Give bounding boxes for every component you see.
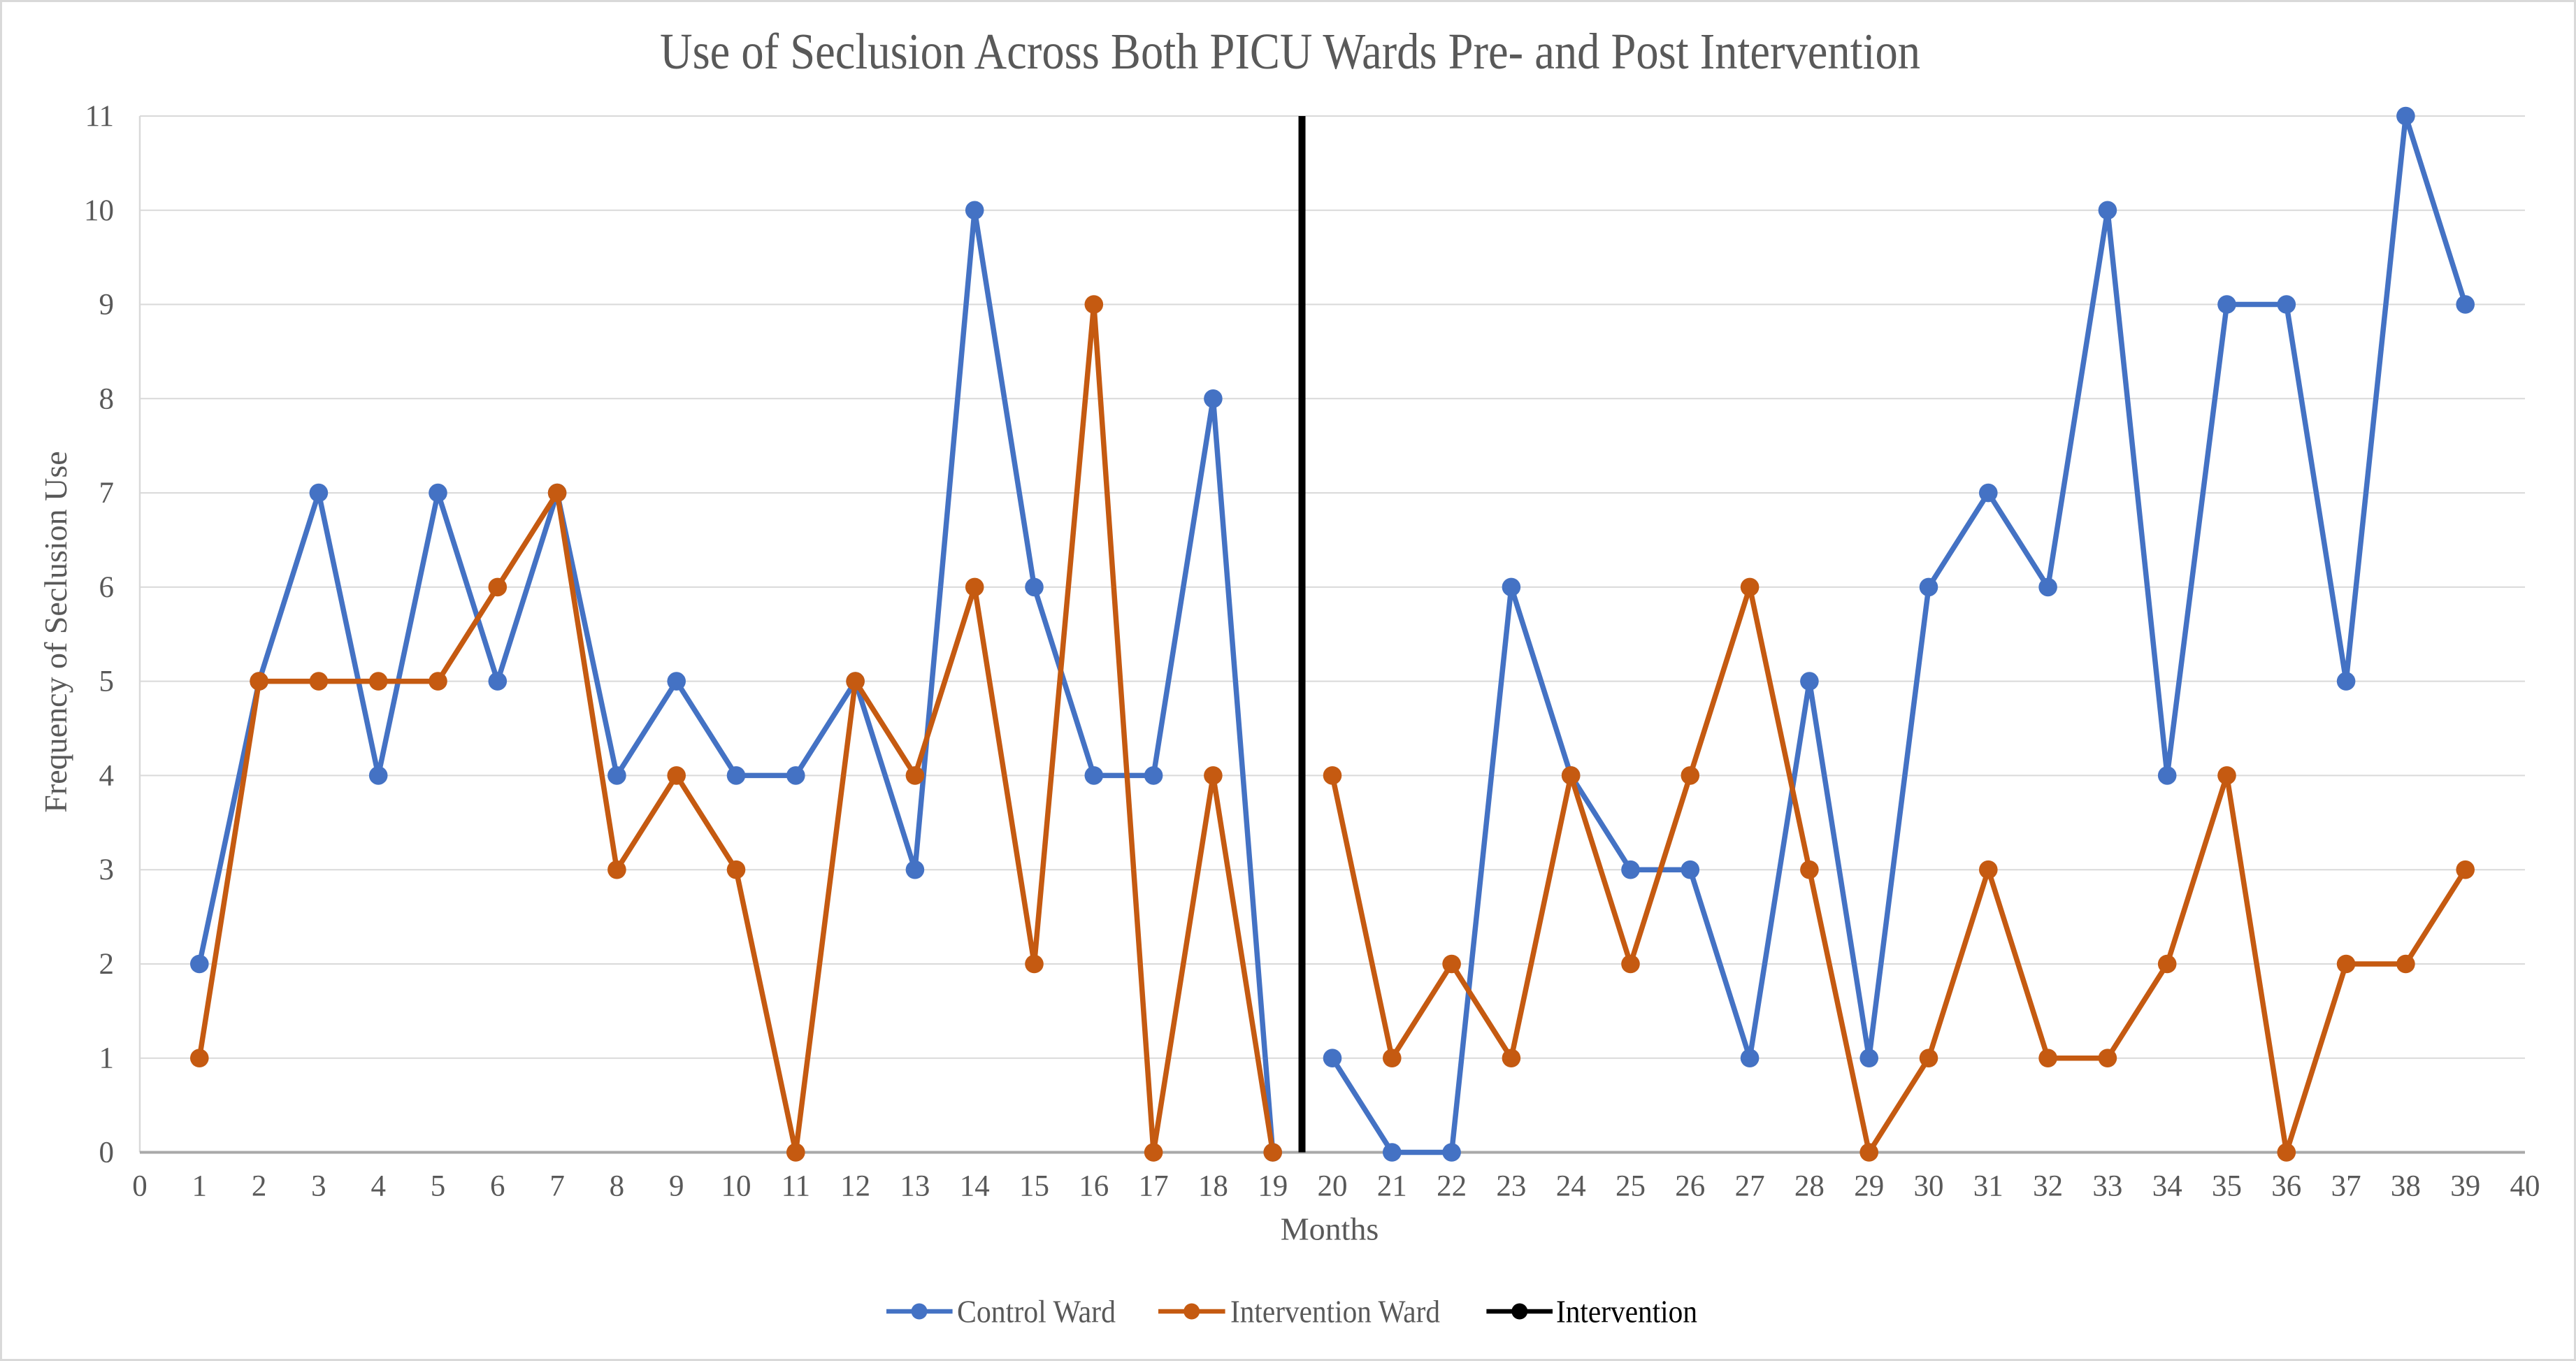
svg-text:32: 32 bbox=[2033, 1170, 2063, 1203]
svg-text:3: 3 bbox=[99, 854, 115, 886]
svg-text:3: 3 bbox=[311, 1170, 326, 1203]
svg-text:24: 24 bbox=[1556, 1170, 1586, 1203]
svg-text:27: 27 bbox=[1735, 1170, 1765, 1203]
svg-text:4: 4 bbox=[99, 759, 115, 792]
svg-text:25: 25 bbox=[1616, 1170, 1646, 1203]
svg-text:10: 10 bbox=[721, 1170, 751, 1203]
svg-text:29: 29 bbox=[1854, 1170, 1884, 1203]
svg-text:16: 16 bbox=[1079, 1170, 1109, 1203]
svg-text:33: 33 bbox=[2092, 1170, 2122, 1203]
svg-text:26: 26 bbox=[1675, 1170, 1705, 1203]
svg-text:1: 1 bbox=[192, 1170, 208, 1203]
svg-text:5: 5 bbox=[99, 665, 115, 698]
svg-text:4: 4 bbox=[370, 1170, 386, 1203]
svg-text:35: 35 bbox=[2212, 1170, 2242, 1203]
svg-text:Intervention: Intervention bbox=[1556, 1294, 1697, 1330]
svg-text:37: 37 bbox=[2331, 1170, 2361, 1203]
svg-text:9: 9 bbox=[669, 1170, 684, 1203]
svg-text:7: 7 bbox=[99, 477, 115, 510]
svg-text:34: 34 bbox=[2152, 1170, 2182, 1203]
svg-text:38: 38 bbox=[2391, 1170, 2421, 1203]
svg-text:2: 2 bbox=[252, 1170, 267, 1203]
svg-text:36: 36 bbox=[2271, 1170, 2301, 1203]
svg-text:Intervention Ward: Intervention Ward bbox=[1230, 1294, 1440, 1330]
svg-text:22: 22 bbox=[1437, 1170, 1467, 1203]
svg-text:13: 13 bbox=[900, 1170, 930, 1203]
svg-text:2: 2 bbox=[99, 948, 115, 981]
svg-text:8: 8 bbox=[99, 382, 115, 415]
svg-text:1: 1 bbox=[99, 1042, 115, 1075]
svg-text:Control Ward: Control Ward bbox=[957, 1294, 1116, 1330]
svg-text:0: 0 bbox=[132, 1170, 147, 1203]
svg-text:Use of Seclusion Across Both P: Use of Seclusion Across Both PICU Wards … bbox=[660, 23, 1920, 80]
svg-text:6: 6 bbox=[99, 571, 115, 604]
svg-text:6: 6 bbox=[490, 1170, 505, 1203]
svg-text:40: 40 bbox=[2510, 1170, 2540, 1203]
svg-text:30: 30 bbox=[1914, 1170, 1944, 1203]
svg-text:10: 10 bbox=[84, 194, 114, 227]
svg-text:7: 7 bbox=[549, 1170, 565, 1203]
svg-text:9: 9 bbox=[99, 289, 115, 322]
svg-text:11: 11 bbox=[782, 1170, 810, 1203]
svg-text:14: 14 bbox=[960, 1170, 990, 1203]
svg-text:0: 0 bbox=[99, 1137, 115, 1169]
svg-text:17: 17 bbox=[1139, 1170, 1169, 1203]
svg-text:19: 19 bbox=[1258, 1170, 1288, 1203]
svg-text:8: 8 bbox=[610, 1170, 625, 1203]
svg-text:15: 15 bbox=[1019, 1170, 1049, 1203]
svg-text:28: 28 bbox=[1794, 1170, 1825, 1203]
svg-text:Frequency of Seclusion Use: Frequency of Seclusion Use bbox=[38, 451, 73, 812]
svg-text:Months: Months bbox=[1281, 1211, 1379, 1247]
svg-text:31: 31 bbox=[1973, 1170, 2003, 1203]
svg-text:12: 12 bbox=[840, 1170, 870, 1203]
svg-text:5: 5 bbox=[431, 1170, 446, 1203]
svg-text:23: 23 bbox=[1496, 1170, 1526, 1203]
svg-text:11: 11 bbox=[85, 100, 114, 133]
svg-text:20: 20 bbox=[1318, 1170, 1348, 1203]
svg-text:39: 39 bbox=[2450, 1170, 2480, 1203]
svg-text:18: 18 bbox=[1198, 1170, 1228, 1203]
svg-text:21: 21 bbox=[1377, 1170, 1407, 1203]
